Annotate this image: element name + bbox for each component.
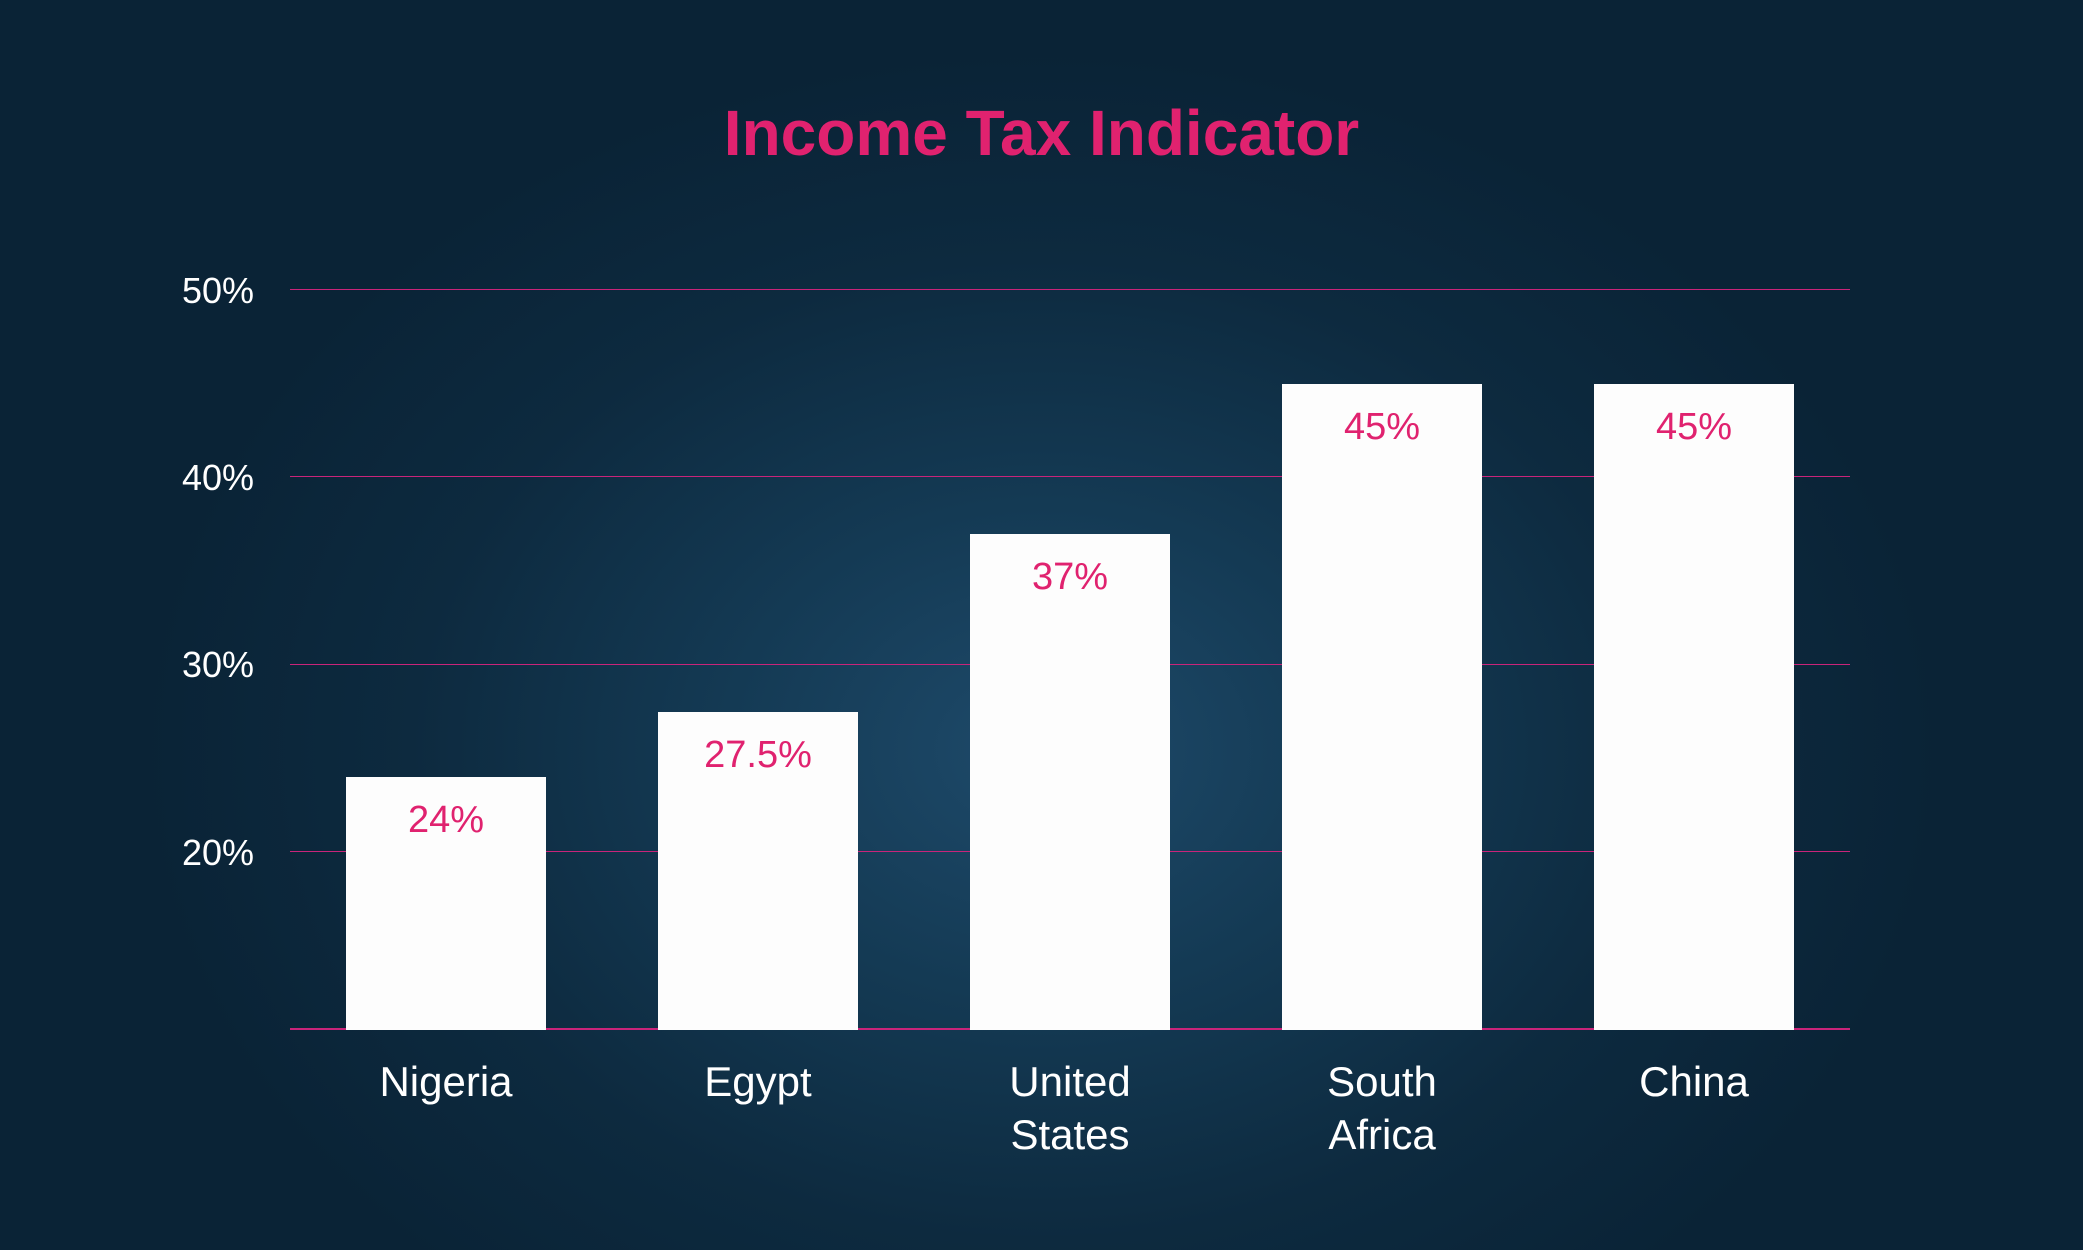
chart-stage: Income Tax Indicator 20%30%40%50%24%Nige… [0,0,2083,1250]
x-axis-label: United States [910,1056,1230,1161]
bar-value-label: 45% [1594,406,1794,449]
y-tick-label: 50% [134,270,254,312]
bar-value-label: 37% [970,556,1170,599]
x-axis-label: Nigeria [286,1056,606,1109]
y-tick-label: 20% [134,832,254,874]
plot-area: 20%30%40%50%24%Nigeria27.5%Egypt37%Unite… [290,290,1850,1030]
bar-value-label: 27.5% [658,734,858,777]
bar: 27.5% [658,712,858,1030]
x-axis-label: Egypt [598,1056,918,1109]
gridline [290,289,1850,290]
bar: 24% [346,777,546,1030]
bar: 45% [1594,384,1794,1030]
y-tick-label: 30% [134,644,254,686]
bar: 37% [970,534,1170,1030]
bar-value-label: 24% [346,799,546,842]
bar: 45% [1282,384,1482,1030]
x-axis-label: South Africa [1222,1056,1542,1161]
chart-title: Income Tax Indicator [0,96,2083,170]
x-axis-label: China [1534,1056,1854,1109]
y-tick-label: 40% [134,457,254,499]
bar-value-label: 45% [1282,406,1482,449]
